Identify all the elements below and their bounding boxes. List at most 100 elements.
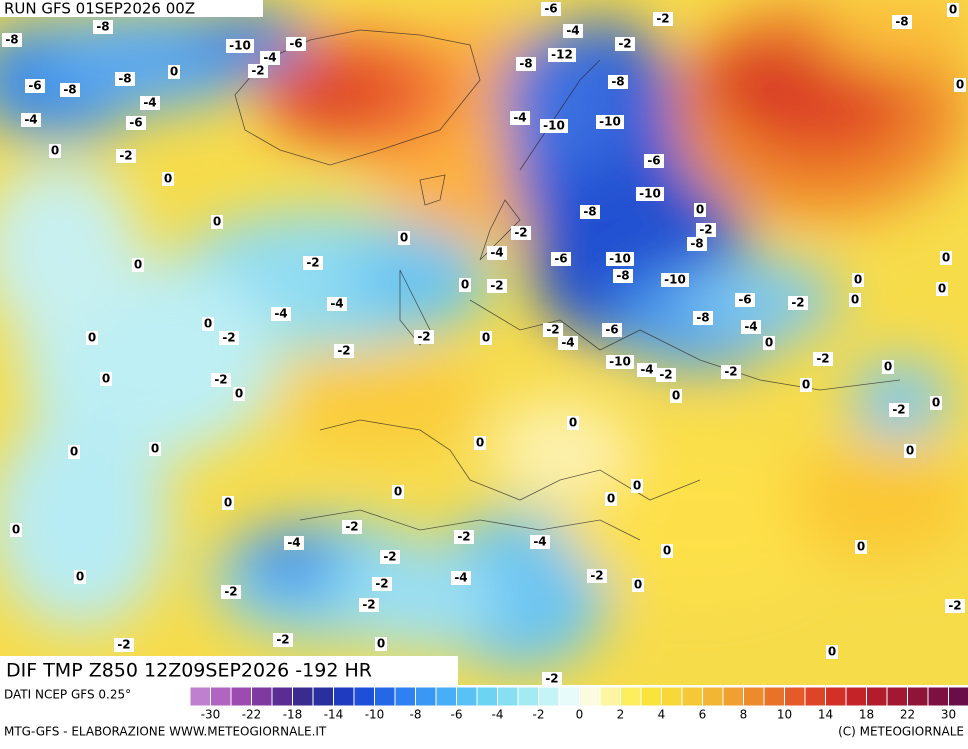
- legend-swatch: [190, 687, 211, 706]
- contour-label: -2: [490, 279, 503, 293]
- contour-label: -2: [224, 585, 237, 599]
- legend-swatch: [252, 687, 273, 706]
- legend-swatch: [744, 687, 765, 706]
- contour-label: -2: [345, 520, 358, 534]
- contour-label: -8: [690, 237, 703, 251]
- contour-label: -4: [24, 113, 37, 127]
- contour-label: 0: [102, 372, 110, 386]
- legend-label: 30: [941, 708, 956, 722]
- legend-label: 2: [617, 708, 625, 722]
- legend-swatch: [354, 687, 375, 706]
- legend-swatch: [477, 687, 498, 706]
- field-blob: [790, 440, 968, 560]
- map: -8 -8 -10 -4 -6 -2 -8 -6 -8 -4 -6 -4 0 0 -2 0 0 0 0 -2 -4 -4 0…: [0, 0, 968, 686]
- contour-label: -8: [519, 57, 532, 71]
- contour-label: -6: [544, 2, 557, 16]
- contour-label: -10: [639, 187, 661, 201]
- contour-label: 0: [377, 637, 385, 651]
- contour-label: 0: [696, 203, 704, 217]
- contour-label: 0: [802, 378, 810, 392]
- contour-label: -2: [214, 373, 227, 387]
- contour-label: 0: [854, 273, 862, 287]
- legend-swatch: [231, 687, 252, 706]
- contour-label: -2: [417, 330, 430, 344]
- copyright-label: (C) METEOGIORNALE: [838, 725, 964, 739]
- contour-label: -6: [28, 79, 41, 93]
- run-label: RUN GFS 01SEP2026 00Z: [4, 0, 195, 18]
- legend-swatch: [826, 687, 847, 706]
- contour-label: -2: [362, 598, 375, 612]
- contour-label: 0: [828, 645, 836, 659]
- legend-swatch: [621, 687, 642, 706]
- product-label: DIF TMP Z850 12Z09SEP2026 -192 HR: [6, 660, 372, 682]
- contour-label: 0: [906, 444, 914, 458]
- legend-label: -8: [410, 708, 422, 722]
- contour-label: -8: [96, 20, 109, 34]
- legend-swatch: [723, 687, 744, 706]
- contour-label: -4: [640, 363, 653, 377]
- legend-swatch: [785, 687, 806, 706]
- legend-swatch: [662, 687, 683, 706]
- legend-swatch: [313, 687, 334, 706]
- legend-swatch: [293, 687, 314, 706]
- legend-swatch: [498, 687, 519, 706]
- contour-label: 0: [476, 436, 484, 450]
- contour-label: -2: [337, 344, 350, 358]
- legend-label: 4: [658, 708, 666, 722]
- contour-label: -2: [618, 37, 631, 51]
- contour-label: 0: [956, 78, 964, 92]
- contour-label: 0: [633, 479, 641, 493]
- contour-label: 0: [942, 251, 950, 265]
- legend-swatch: [211, 687, 232, 706]
- contour-label: -2: [306, 256, 319, 270]
- contour-label: -8: [583, 205, 596, 219]
- legend-swatch: [682, 687, 703, 706]
- legend-label: 10: [777, 708, 792, 722]
- contour-label: -2: [724, 365, 737, 379]
- contour-label: 0: [88, 331, 96, 345]
- contour-label: -4: [274, 307, 287, 321]
- legend-swatch: [436, 687, 457, 706]
- legend-label: 18: [859, 708, 874, 722]
- contour-label: 0: [76, 570, 84, 584]
- source-label: DATI NCEP GFS 0.25°: [4, 688, 131, 702]
- contour-label: 0: [569, 416, 577, 430]
- contour-label: -8: [611, 75, 624, 89]
- contour-label: -4: [287, 536, 300, 550]
- contour-label: -8: [5, 33, 18, 47]
- contour-label: 0: [235, 387, 243, 401]
- legend-swatch: [764, 687, 785, 706]
- contour-label: -4: [454, 571, 467, 585]
- contour-label: -12: [551, 48, 573, 62]
- contour-label: 0: [672, 389, 680, 403]
- contour-label: -2: [276, 633, 289, 647]
- legend-swatch: [395, 687, 416, 706]
- field-blob: [260, 55, 400, 135]
- legend-label: -2: [533, 708, 545, 722]
- legend-swatch: [416, 687, 437, 706]
- contour-label: 0: [851, 293, 859, 307]
- contour-label: 0: [607, 492, 615, 506]
- contour-label: -8: [696, 311, 709, 325]
- legend-swatch: [580, 687, 601, 706]
- legend-swatch: [539, 687, 560, 706]
- legend-label: -14: [324, 708, 344, 722]
- contour-label: -2: [117, 638, 130, 652]
- legend-label: -6: [451, 708, 463, 722]
- contour-label: -6: [129, 116, 142, 130]
- legend-swatch: [928, 687, 949, 706]
- contour-label: -8: [895, 15, 908, 29]
- contour-label: -2: [119, 149, 132, 163]
- field-blob: [280, 350, 480, 450]
- contour-label: 0: [482, 331, 490, 345]
- contour-label: -10: [609, 252, 631, 266]
- contour-label: -8: [616, 269, 629, 283]
- contour-label: 0: [164, 172, 172, 186]
- contour-label: -10: [543, 119, 565, 133]
- contour-label: 0: [765, 336, 773, 350]
- contour-label: -2: [545, 672, 558, 686]
- contour-label: -6: [289, 37, 302, 51]
- contour-label: 0: [204, 317, 212, 331]
- contour-label: -2: [892, 403, 905, 417]
